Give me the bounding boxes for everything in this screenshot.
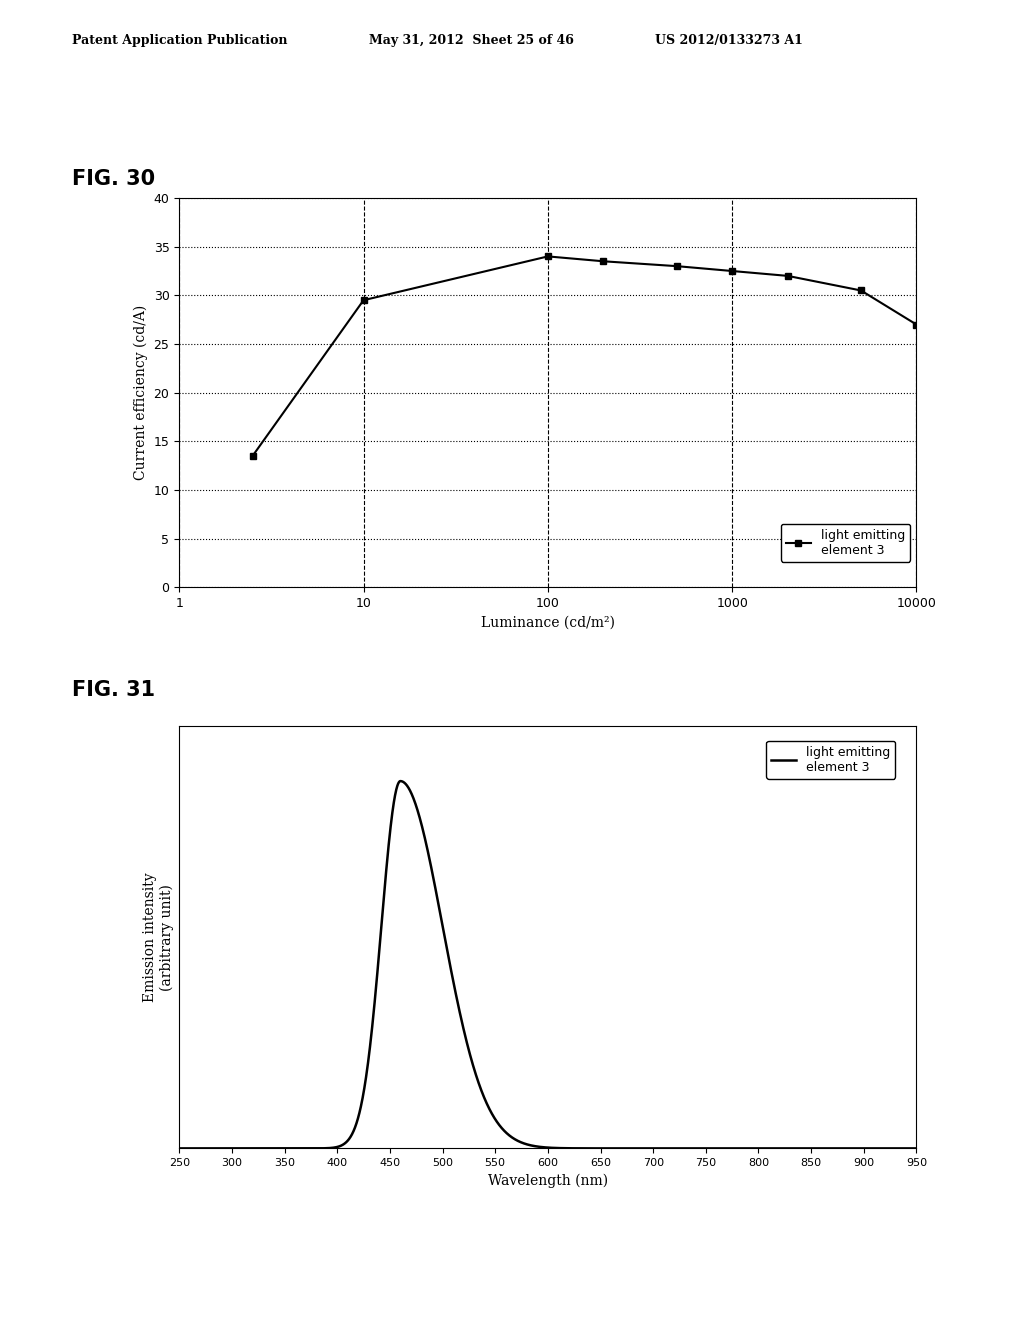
Legend: light emitting
element 3: light emitting element 3	[766, 741, 895, 779]
X-axis label: Luminance (cd/m²): Luminance (cd/m²)	[481, 615, 614, 630]
Y-axis label: Emission intensity
(arbitrary unit): Emission intensity (arbitrary unit)	[143, 873, 174, 1002]
Text: May 31, 2012  Sheet 25 of 46: May 31, 2012 Sheet 25 of 46	[369, 34, 573, 48]
Text: Patent Application Publication: Patent Application Publication	[72, 34, 287, 48]
Text: FIG. 31: FIG. 31	[72, 680, 155, 700]
X-axis label: Wavelength (nm): Wavelength (nm)	[487, 1173, 608, 1188]
Text: US 2012/0133273 A1: US 2012/0133273 A1	[655, 34, 803, 48]
Text: FIG. 30: FIG. 30	[72, 169, 155, 189]
Y-axis label: Current efficiency (cd/A): Current efficiency (cd/A)	[134, 305, 148, 480]
Legend: light emitting
element 3: light emitting element 3	[781, 524, 910, 562]
